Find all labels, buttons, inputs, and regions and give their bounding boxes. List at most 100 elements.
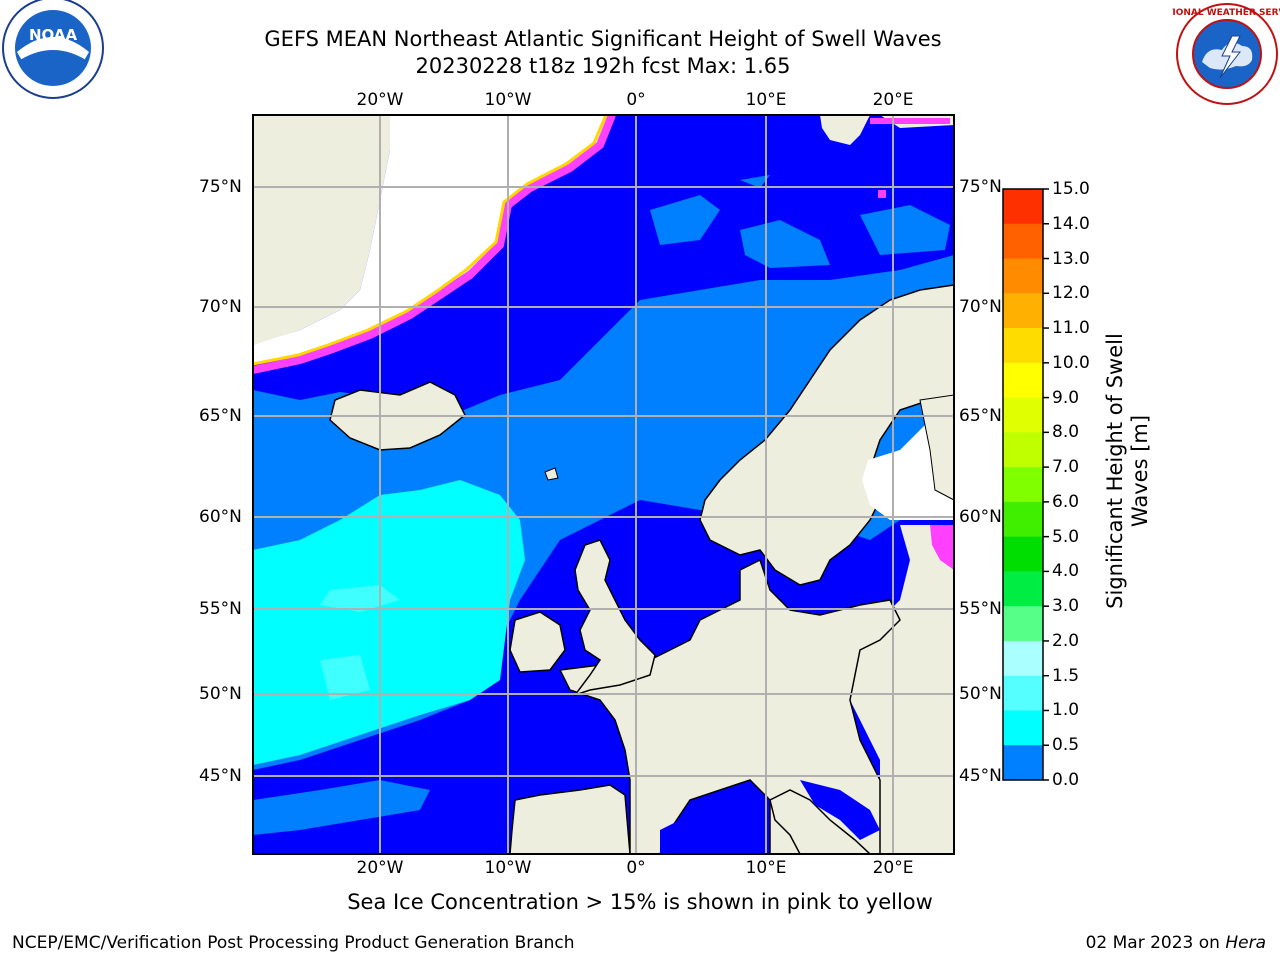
lat-label-right-60n: 60°N	[959, 507, 1002, 527]
colorbar-segment	[1003, 432, 1043, 468]
lon-label-top-20e: 20°E	[872, 90, 914, 110]
colorbar	[1003, 189, 1043, 781]
swell-band-1.5-2b	[320, 655, 370, 700]
graticule	[253, 115, 954, 854]
footer-host: Hera	[1225, 933, 1266, 953]
greenland-land	[253, 115, 400, 345]
colorbar-tick-label: 7.0	[1052, 457, 1080, 478]
colorbar-tick-label: 6.0	[1052, 491, 1080, 512]
mediterranean-water	[660, 800, 760, 854]
sea-ice-caption: Sea Ice Concentration > 15% is shown in …	[347, 890, 933, 914]
lat-label-left-65n: 65°N	[199, 406, 242, 426]
colorbar-tick-label: 8.0	[1052, 422, 1080, 443]
lat-label-right-70n: 70°N	[959, 297, 1002, 317]
colorbar-segment	[1003, 397, 1043, 433]
swell-patch-north2	[740, 220, 830, 268]
lat-label-left-45n: 45°N	[199, 766, 242, 786]
map-frame	[252, 114, 955, 855]
colorbar-segment	[1003, 501, 1043, 538]
ice-strip-north	[870, 118, 950, 124]
lat-label-left-75n: 75°N	[199, 177, 242, 197]
colorbar-segment	[1003, 362, 1043, 399]
lat-label-right-65n: 65°N	[959, 406, 1002, 426]
ireland-land	[509, 611, 566, 673]
colorbar-frame	[1002, 188, 1044, 781]
colorbar-tick-label: 0.0	[1052, 770, 1080, 790]
colorbar-tick-label: 2.0	[1052, 630, 1080, 651]
colorbar-label-line1: Significant Height of Swell	[1103, 333, 1127, 609]
colorbar-segment	[1003, 640, 1043, 677]
colorbar-tick-label: 3.0	[1052, 596, 1080, 617]
iberia-land	[509, 784, 631, 854]
footer-date: 02 Mar 2023 on Hera	[1086, 933, 1266, 953]
nws-logo-text: NATIONAL WEATHER SERVICE	[1172, 8, 1280, 18]
colorbar-segment	[1003, 293, 1043, 329]
scandinavia-land	[699, 284, 954, 586]
colorbar-segment	[1003, 328, 1043, 364]
map-area	[253, 115, 954, 854]
colorbar-segment	[1003, 571, 1043, 607]
colorbar-tick-label: 9.0	[1052, 387, 1080, 408]
colorbar-segment	[1003, 223, 1043, 260]
colorbar-tick-label: 10.0	[1052, 352, 1090, 373]
sea-ice-edge-yellow	[253, 115, 608, 366]
chart-title: GEFS MEAN Northeast Atlantic Significant…	[264, 27, 942, 51]
italy-water	[800, 780, 880, 840]
sea-ice-edge-pink	[253, 115, 616, 374]
swell-band-mid-south	[253, 780, 430, 835]
colorbar-tick-label: 5.0	[1052, 526, 1080, 547]
lon-label-top-10w: 10°W	[484, 90, 532, 110]
svalbard-land	[820, 115, 870, 145]
swell-patch-north4	[740, 175, 770, 188]
colorbar-tick-label: 4.0	[1052, 561, 1080, 582]
lat-label-right-75n: 75°N	[959, 177, 1002, 197]
footer-date-text: 02 Mar 2023 on	[1085, 933, 1226, 953]
chart-subtitle: 20230228 t18z 192h fcst Max: 1.65	[415, 54, 791, 78]
lat-label-left-55n: 55°N	[199, 599, 242, 619]
noaa-logo-text: NOAA	[29, 26, 78, 44]
colorbar-tick-label: 15.0	[1052, 179, 1090, 199]
colorbar-tick-label: 14.0	[1052, 213, 1090, 234]
lat-label-left-70n: 70°N	[199, 297, 242, 317]
colorbar-segment	[1003, 675, 1043, 711]
lat-label-right-55n: 55°N	[959, 599, 1002, 619]
colorbar-tick-label: 0.5	[1052, 735, 1080, 756]
lon-label-bottom-0: 0°	[626, 858, 646, 878]
noaa-logo: NOAA	[2, 0, 104, 99]
sea-ice-white	[253, 115, 610, 365]
swell-patch-north	[650, 195, 720, 245]
footer-branch: NCEP/EMC/Verification Post Processing Pr…	[12, 933, 575, 953]
colorbar-segment	[1003, 189, 1043, 225]
lat-label-right-50n: 50°N	[959, 684, 1002, 704]
lat-label-right-45n: 45°N	[959, 766, 1002, 786]
colorbar-tick-label: 1.5	[1052, 665, 1080, 686]
colorbar-label: Significant Height of Swell Waves [m]	[1103, 306, 1153, 636]
eastern-europe-land	[840, 525, 954, 854]
lon-label-bottom-10w: 10°W	[484, 858, 532, 878]
lon-label-bottom-10e: 10°E	[745, 858, 787, 878]
colorbar-segment	[1003, 606, 1043, 642]
lon-label-bottom-20e: 20°E	[872, 858, 914, 878]
finland-land	[919, 394, 954, 501]
colorbar-tick-label: 1.0	[1052, 700, 1080, 721]
colorbar-tick-label: 13.0	[1052, 248, 1090, 269]
colorbar-tick-label: 11.0	[1052, 318, 1090, 339]
faroe-land	[544, 467, 559, 481]
lon-label-bottom-20w: 20°W	[356, 858, 404, 878]
colorbar-segment	[1003, 258, 1043, 294]
colorbar-segment	[1003, 745, 1043, 781]
ice-spot	[878, 190, 886, 198]
italy-land	[769, 789, 872, 854]
lon-label-top-20w: 20°W	[356, 90, 404, 110]
colorbar-tick-label: 12.0	[1052, 283, 1090, 304]
nws-logo: NATIONAL WEATHER SERVICE	[1172, 3, 1280, 105]
lat-label-left-50n: 50°N	[199, 684, 242, 704]
colorbar-segment	[1003, 536, 1043, 572]
colorbar-segment	[1003, 467, 1043, 503]
lat-label-left-60n: 60°N	[199, 507, 242, 527]
baltic-sea-ice	[930, 525, 954, 570]
colorbar-segment	[1003, 710, 1043, 746]
lon-label-top-0: 0°	[626, 90, 646, 110]
lon-label-top-10e: 10°E	[745, 90, 787, 110]
